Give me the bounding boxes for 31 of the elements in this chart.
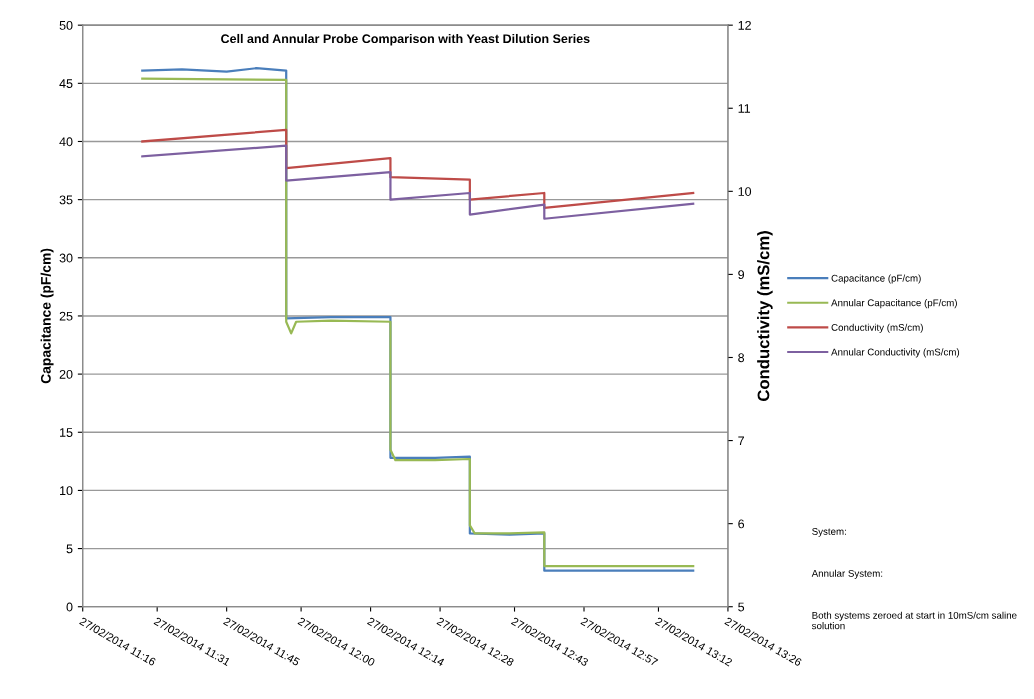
- y-tick-label: 45: [59, 79, 73, 88]
- y-tick-label: 40: [59, 137, 73, 147]
- legend-label: Conductivity (mS/cm): [831, 323, 923, 333]
- text: System:: [812, 528, 846, 537]
- y-tick-label: 30: [59, 253, 73, 263]
- y-tick-label: 25: [59, 311, 73, 321]
- y-tick-label: 50: [59, 20, 73, 30]
- y-tick-label: 5: [66, 544, 73, 554]
- y2-tick-label: 6: [738, 519, 745, 529]
- legend-label: Annular Conductivity (mS/cm): [831, 348, 960, 358]
- line-series: [141, 144, 695, 220]
- y-tick-label: 0: [66, 602, 73, 612]
- text: Annular System:: [811, 569, 883, 579]
- text: Both systems zeroed at start in 10mS/cm saline solution: [811, 611, 1017, 630]
- y2-tick-label: 10: [738, 187, 752, 196]
- y-tick-label: 10: [60, 486, 73, 496]
- y2-axis-title: Conductivity (mS/cm): [757, 231, 773, 401]
- y-tick-label: 15: [60, 428, 73, 437]
- y2-tick-label: 7: [738, 436, 744, 446]
- y2-tick-label: 9: [738, 270, 745, 280]
- y2-tick-label: 8: [738, 353, 745, 363]
- legend-label: Annular Capacitance (pF/cm): [831, 299, 957, 309]
- y-tick-label: 20: [59, 369, 73, 379]
- y-tick-label: 35: [59, 195, 73, 205]
- y2-tick-label: 12: [738, 20, 751, 30]
- y-axis-title: Capacitance (pF/cm): [40, 248, 54, 384]
- line-series: [141, 128, 695, 210]
- y2-tick-label: 11: [738, 104, 751, 113]
- text: Cell and Annular Probe Comparison with Yeast Dilution Series: [221, 33, 590, 46]
- y2-tick-label: 5: [738, 602, 745, 612]
- legend-label: Capacitance (pF/cm): [831, 274, 921, 284]
